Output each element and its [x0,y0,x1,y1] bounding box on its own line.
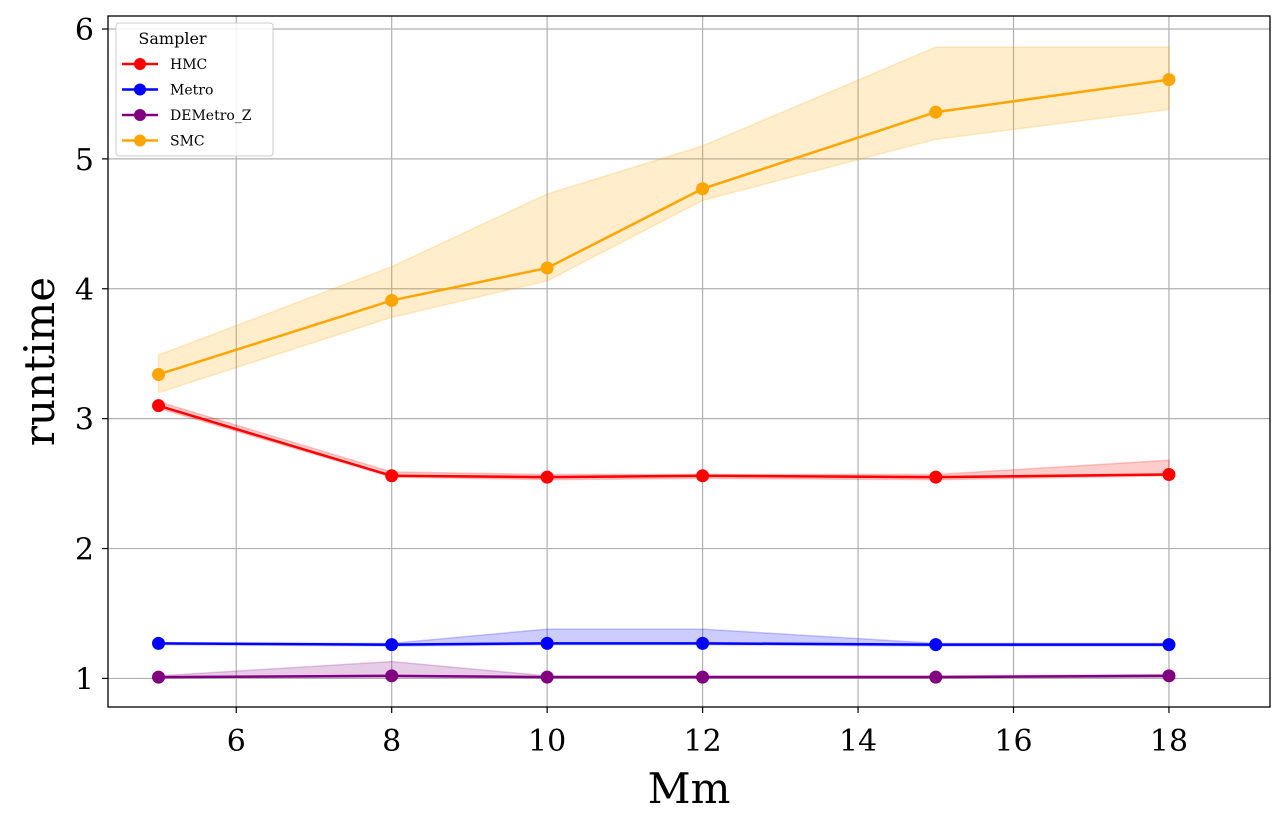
metro-point [385,638,399,652]
x-tick-label: 18 [1150,724,1188,759]
smc-point [540,261,554,275]
x-axis-ticks: 6 8 10 12 14 16 18 [227,707,1188,759]
metro-point [696,636,710,650]
smc-point [1162,73,1176,87]
x-tick-label: 10 [528,724,566,759]
x-tick-label: 12 [684,724,722,759]
smc-point [385,293,399,307]
legend-metro-marker [134,83,146,96]
metro-point [1162,638,1176,652]
demetro-z-band [157,660,1170,678]
legend-hmc-label: HMC [170,57,207,73]
y-tick-label: 2 [75,533,94,568]
hmc-point [540,470,554,484]
demetro-z-point [385,669,399,683]
y-tick-label: 6 [75,13,94,48]
legend-smc-label: SMC [170,134,205,150]
x-tick-label: 16 [994,724,1032,759]
hmc-point [385,469,399,483]
metro-point [540,636,554,650]
legend-box [115,22,274,157]
y-tick-label: 3 [75,403,94,438]
smc-point [696,182,710,196]
y-tick-label: 5 [75,143,94,178]
legend-title: Sampler [138,29,207,48]
demetro-z-point [929,670,943,684]
hmc-point [1162,468,1176,482]
demetro-z-point [540,670,554,684]
metro-point [152,636,166,650]
demetro-z-point [696,670,710,684]
legend-demetro-z-label: DEMetro_Z [170,108,252,124]
x-tick-label: 8 [382,724,401,759]
y-tick-label: 1 [75,662,94,697]
x-tick-label: 6 [227,724,246,759]
series-points [152,73,1176,684]
grid-lines [108,16,1270,707]
demetro-z-line [158,674,1169,679]
smc-line [158,78,1170,376]
hmc-line [158,404,1169,479]
y-axis-ticks: 1 2 3 4 5 6 [75,13,108,697]
x-tick-label: 14 [839,724,877,759]
smc-point [929,105,943,119]
series-lines [158,78,1170,679]
metro-point [929,638,943,652]
smc-band [157,46,1170,394]
y-tick-label: 4 [75,273,94,308]
hmc-point [152,399,166,413]
plot-frame [107,15,1271,708]
legend-items: HMC Metro DEMetro_Z SMC [122,57,252,150]
demetro-z-point [1162,669,1176,683]
legend-hmc-marker [134,58,146,70]
legend: Sampler HMC Metro DEMetro_Z SMC [115,22,274,157]
smc-point [152,367,166,381]
hmc-point [696,469,710,483]
confidence-bands [157,46,1170,678]
y-axis-title: runtime [15,277,64,446]
legend-demetro-z-marker [134,109,146,121]
demetro-z-point [152,670,166,684]
legend-metro-label: Metro [170,83,213,99]
hmc-point [929,470,943,484]
legend-smc-marker [134,134,146,147]
hmc-band [157,400,1170,481]
metro-line [158,642,1169,646]
x-axis-title: Mm [648,764,731,813]
